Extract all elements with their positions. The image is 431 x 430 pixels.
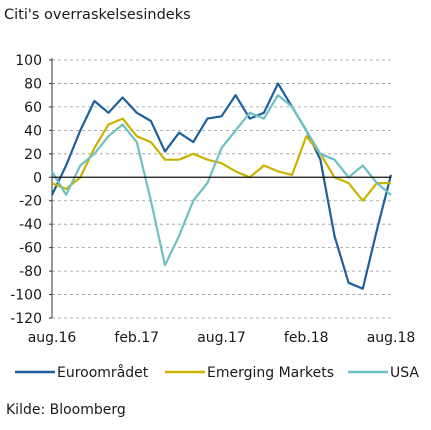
y-tick-label: -20	[19, 194, 42, 210]
y-tick-label: -60	[19, 241, 42, 257]
legend-label: Emerging Markets	[207, 365, 334, 381]
source-note: Kilde: Bloomberg	[6, 402, 126, 418]
y-tick-label: 20	[24, 147, 42, 163]
chart-title: Citi's overraskelsesindeks	[4, 7, 191, 23]
axes: 100 80 60 40 20 0 -20 -40 -60 -80 -100 -120 aug.16 fe…	[10, 53, 415, 346]
y-tick-label: -40	[19, 217, 42, 233]
y-tick-label: 0	[33, 170, 42, 186]
series-lines	[51, 82, 393, 290]
y-tick-label: 80	[24, 76, 42, 92]
y-tick-label: -80	[19, 264, 42, 280]
x-tick-label: aug.18	[367, 330, 416, 346]
x-tick-label: feb.17	[114, 330, 159, 346]
y-tick-label: 60	[24, 100, 42, 116]
series-line	[51, 94, 392, 267]
y-tick-label: -100	[10, 288, 42, 304]
x-tick-label: feb.18	[284, 330, 329, 346]
legend: Euroområdet Emerging Markets USA	[15, 364, 419, 381]
y-tick-label: 100	[15, 53, 42, 69]
series-line	[51, 117, 391, 202]
x-tick-label: aug.16	[28, 330, 77, 346]
y-tick-label: 40	[24, 123, 42, 139]
y-tick-label: -120	[10, 311, 42, 327]
x-tick-label: aug.17	[197, 330, 246, 346]
grid-lines	[52, 59, 391, 319]
legend-label: USA	[390, 365, 419, 381]
legend-label: Euroområdet	[57, 364, 149, 381]
series-line	[51, 82, 393, 290]
